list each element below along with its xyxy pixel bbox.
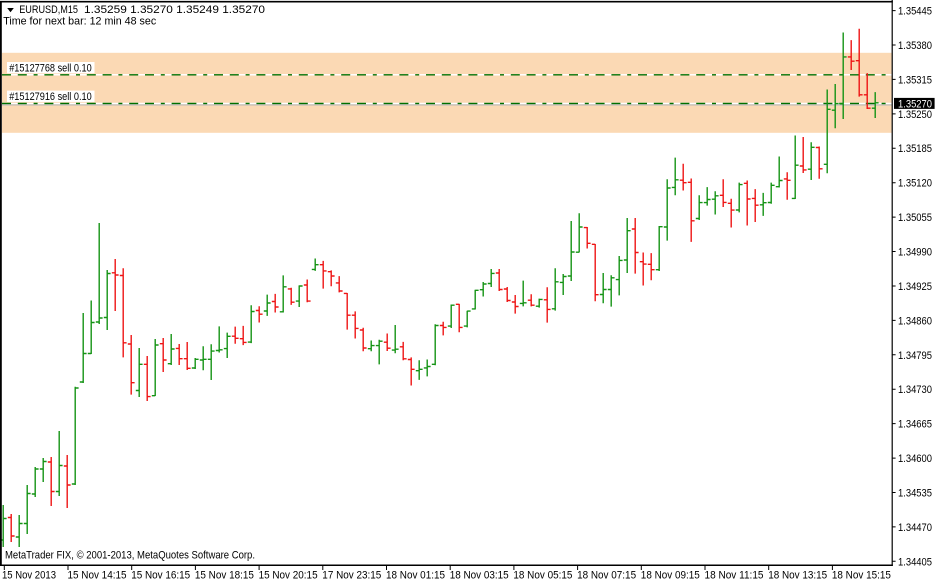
svg-text:18 Nov 13:15: 18 Nov 13:15 — [768, 569, 827, 581]
svg-text:1.35055: 1.35055 — [898, 212, 932, 224]
svg-text:1.34665: 1.34665 — [898, 419, 932, 431]
svg-text:1.35185: 1.35185 — [898, 143, 932, 155]
svg-text:1.34535: 1.34535 — [898, 487, 932, 499]
svg-text:1.34860: 1.34860 — [898, 315, 932, 327]
svg-text:1.34730: 1.34730 — [898, 384, 932, 396]
svg-text:15 Nov 2013: 15 Nov 2013 — [2, 569, 56, 581]
svg-text:18 Nov 07:15: 18 Nov 07:15 — [577, 569, 636, 581]
svg-text:1.35445: 1.35445 — [898, 6, 932, 18]
svg-text:1.34470: 1.34470 — [898, 522, 932, 534]
svg-text:MetaTrader FIX, © 2001-2013, M: MetaTrader FIX, © 2001-2013, MetaQuotes … — [5, 550, 255, 562]
svg-text:1.35380: 1.35380 — [898, 40, 932, 52]
svg-text:#15127768 sell 0.10: #15127768 sell 0.10 — [9, 63, 92, 75]
svg-text:18 Nov 05:15: 18 Nov 05:15 — [513, 569, 572, 581]
svg-text:15 Nov 14:15: 15 Nov 14:15 — [68, 569, 127, 581]
svg-text:1.35259 1.35270 1.35249 1.3527: 1.35259 1.35270 1.35249 1.35270 — [84, 4, 265, 16]
svg-text:18 Nov 15:15: 18 Nov 15:15 — [832, 569, 891, 581]
svg-text:1.34795: 1.34795 — [898, 350, 932, 362]
svg-text:1.35315: 1.35315 — [898, 74, 932, 86]
svg-text:Time for next bar: 12 min 48 s: Time for next bar: 12 min 48 sec — [3, 16, 156, 28]
svg-text:18 Nov 01:15: 18 Nov 01:15 — [386, 569, 445, 581]
svg-text:15 Nov 16:15: 15 Nov 16:15 — [131, 569, 190, 581]
svg-text:1.34405: 1.34405 — [898, 556, 932, 568]
svg-text:1.34600: 1.34600 — [898, 453, 932, 465]
svg-text:1.34990: 1.34990 — [898, 247, 932, 259]
svg-text:1.34925: 1.34925 — [898, 281, 932, 293]
svg-text:17 Nov 23:15: 17 Nov 23:15 — [322, 569, 381, 581]
svg-text:1.35120: 1.35120 — [898, 178, 932, 190]
svg-text:1.35270: 1.35270 — [898, 99, 932, 111]
svg-text:18 Nov 03:15: 18 Nov 03:15 — [450, 569, 509, 581]
svg-text:15 Nov 18:15: 15 Nov 18:15 — [195, 569, 254, 581]
svg-text:18 Nov 09:15: 18 Nov 09:15 — [641, 569, 700, 581]
svg-text:EURUSD,M15: EURUSD,M15 — [19, 4, 78, 16]
svg-text:#15127916 sell 0.10: #15127916 sell 0.10 — [9, 91, 92, 103]
svg-text:15 Nov 20:15: 15 Nov 20:15 — [259, 569, 318, 581]
svg-text:1.35250: 1.35250 — [898, 109, 932, 121]
svg-text:18 Nov 11:15: 18 Nov 11:15 — [705, 569, 764, 581]
